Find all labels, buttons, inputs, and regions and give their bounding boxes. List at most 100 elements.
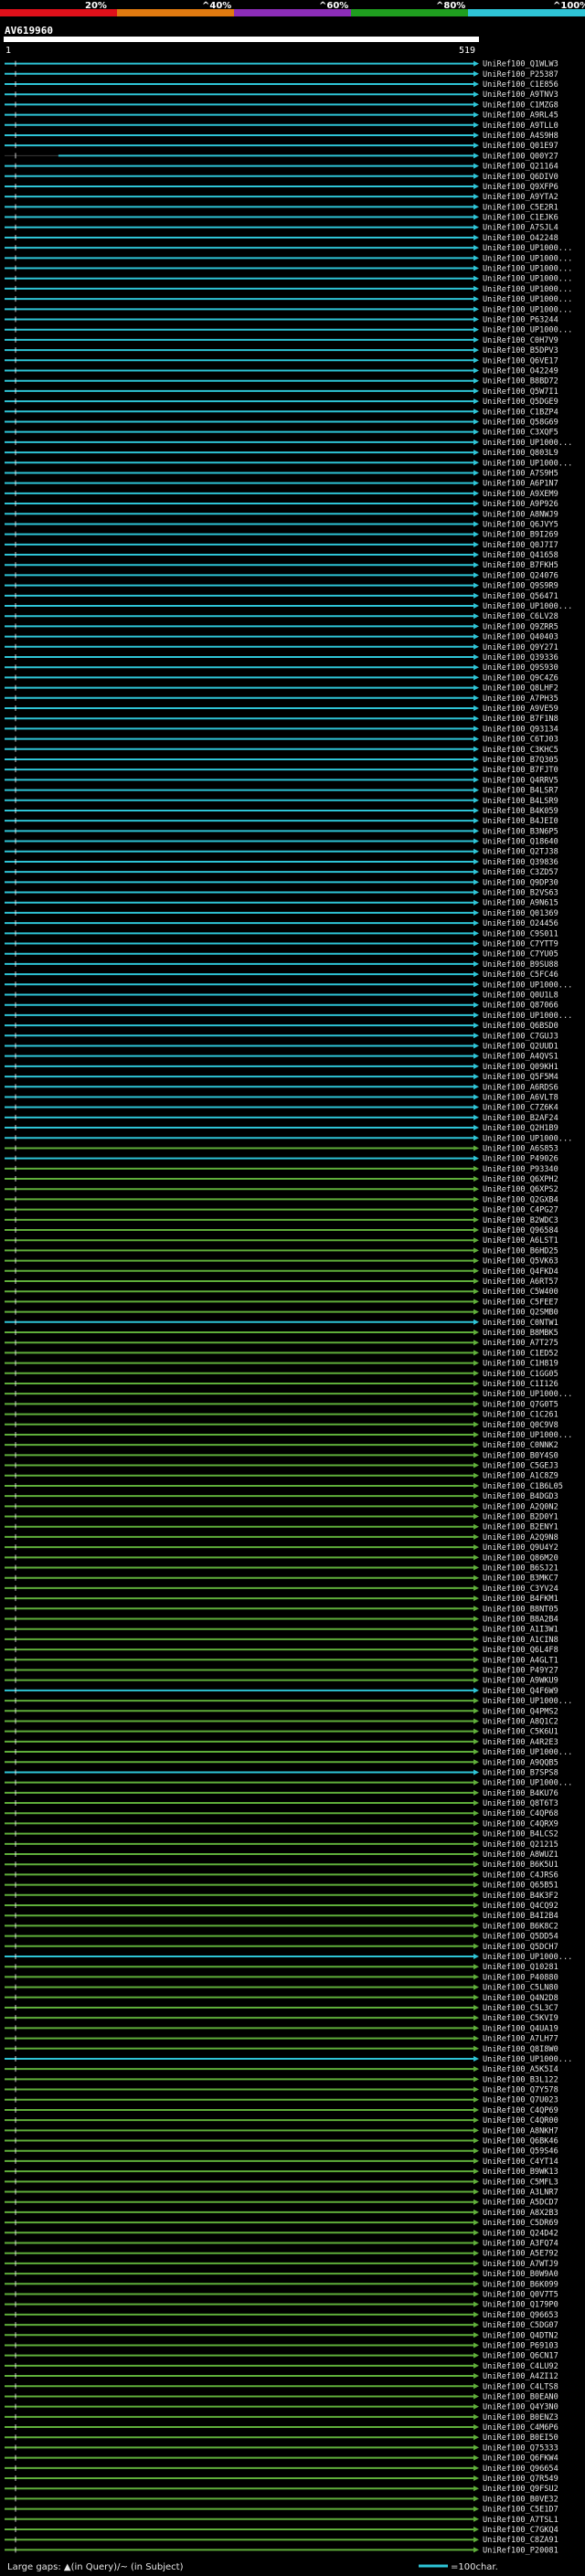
hit-label[interactable]: UniRef100_C1E856 [483,80,558,90]
hit-label[interactable]: UniRef100_B2AF24 [483,1114,558,1123]
hit-label[interactable]: UniRef100_B4LCS2 [483,1830,558,1839]
hit-label[interactable]: UniRef100_Q179P0 [483,2301,558,2310]
hit-label[interactable]: UniRef100_C5MFL3 [483,2178,558,2187]
hit-label[interactable]: UniRef100_B0ENZ3 [483,2413,558,2422]
hit-label[interactable]: UniRef100_A9N615 [483,899,558,908]
hit-label[interactable]: UniRef100_C9S011 [483,929,558,938]
hit-label[interactable]: UniRef100_B7FKH5 [483,561,558,570]
hit-label[interactable]: UniRef100_B0VE32 [483,2495,558,2504]
hit-label[interactable]: UniRef100_UP1000... [483,1779,572,1788]
hit-label[interactable]: UniRef100_C1I126 [483,1380,558,1389]
hit-label[interactable]: UniRef100_A8WUZ1 [483,1850,558,1860]
hit-label[interactable]: UniRef100_B2VS63 [483,889,558,898]
hit-label[interactable]: UniRef100_Q24D42 [483,2229,558,2238]
hit-label[interactable]: UniRef100_UP1000... [483,1697,572,1706]
hit-label[interactable]: UniRef100_A9P926 [483,500,558,509]
hit-label[interactable]: UniRef100_Q0C9V8 [483,1421,558,1430]
hit-label[interactable]: UniRef100_Q10281 [483,1963,558,1972]
hit-label[interactable]: UniRef100_O42248 [483,234,558,243]
hit-label[interactable]: UniRef100_B8BD72 [483,377,558,387]
hit-label[interactable]: UniRef100_C7Z6K4 [483,1104,558,1113]
hit-label[interactable]: UniRef100_A7LH77 [483,2035,558,2044]
hit-label[interactable]: UniRef100_A9QQB5 [483,1758,558,1767]
hit-label[interactable]: UniRef100_A7WTJ9 [483,2260,558,2269]
hit-label[interactable]: UniRef100_A9TNV3 [483,90,558,100]
hit-label[interactable]: UniRef100_Q8T6T3 [483,1799,558,1808]
hit-label[interactable]: UniRef100_C7GUJ3 [483,1032,558,1041]
hit-label[interactable]: UniRef100_B2D0Y1 [483,1513,558,1522]
hit-label[interactable]: UniRef100_Q56471 [483,592,558,601]
hit-label[interactable]: UniRef100_O42249 [483,367,558,376]
hit-label[interactable]: UniRef100_UP1000... [483,1134,572,1143]
hit-label[interactable]: UniRef100_B3N6P5 [483,827,558,836]
hit-label[interactable]: UniRef100_B0Y4S0 [483,1451,558,1460]
hit-label[interactable]: UniRef100_P40880 [483,1973,558,1982]
hit-label[interactable]: UniRef100_Q09KH1 [483,1063,558,1072]
hit-label[interactable]: UniRef100_Q65B51 [483,1882,558,1891]
hit-label[interactable]: UniRef100_B7Q305 [483,756,558,765]
hit-label[interactable]: UniRef100_UP1000... [483,305,572,314]
hit-label[interactable]: UniRef100_P93340 [483,1165,558,1174]
hit-label[interactable]: UniRef100_UP1000... [483,459,572,468]
hit-label[interactable]: UniRef100_A6VLT8 [483,1093,558,1102]
hit-label[interactable]: UniRef100_C5W400 [483,1288,558,1297]
hit-label[interactable]: UniRef100_Q6L4F8 [483,1646,558,1655]
hit-label[interactable]: UniRef100_Q0U1L8 [483,991,558,1001]
hit-label[interactable]: UniRef100_UP1000... [483,439,572,448]
hit-label[interactable]: UniRef100_A4GLT1 [483,1656,558,1665]
hit-label[interactable]: UniRef100_UP1000... [483,244,572,253]
hit-label[interactable]: UniRef100_B7F1N8 [483,715,558,724]
hit-label[interactable]: UniRef100_Q4UA19 [483,2024,558,2033]
hit-label[interactable]: UniRef100_Q6XPH2 [483,1175,558,1184]
hit-label[interactable]: UniRef100_C1B6L05 [483,1482,563,1491]
hit-label[interactable]: UniRef100_A6RDS6 [483,1083,558,1092]
hit-label[interactable]: UniRef100_P49Y27 [483,1666,558,1675]
hit-label[interactable]: UniRef100_Q5DGE9 [483,398,558,407]
hit-label[interactable]: UniRef100_C1GG05 [483,1370,558,1379]
hit-label[interactable]: UniRef100_Q6XPS2 [483,1185,558,1194]
hit-label[interactable]: UniRef100_A7S9H5 [483,469,558,478]
hit-label[interactable]: UniRef100_Q2TJ38 [483,848,558,857]
hit-label[interactable]: UniRef100_A2Q0N2 [483,1502,558,1511]
hit-label[interactable]: UniRef100_B9I269 [483,531,558,540]
hit-label[interactable]: UniRef100_Q0V7T5 [483,2290,558,2299]
hit-label[interactable]: UniRef100_C0NNK2 [483,1441,558,1450]
hit-label[interactable]: UniRef100_C3ZD57 [483,868,558,877]
hit-label[interactable]: UniRef100_A6P1N7 [483,480,558,489]
hit-label[interactable]: UniRef100_P63244 [483,316,558,325]
hit-label[interactable]: UniRef100_B2ENY1 [483,1523,558,1532]
hit-label[interactable]: UniRef100_Q18640 [483,838,558,847]
hit-label[interactable]: UniRef100_Q86M20 [483,1553,558,1563]
hit-label[interactable]: UniRef100_Q21215 [483,1840,558,1850]
hit-label[interactable]: UniRef100_B6HD25 [483,1246,558,1256]
hit-label[interactable]: UniRef100_B7FJT0 [483,766,558,775]
hit-label[interactable]: UniRef100_Q01369 [483,909,558,918]
hit-label[interactable]: UniRef100_C4QRX9 [483,1819,558,1829]
hit-label[interactable]: UniRef100_A4QVS1 [483,1053,558,1062]
hit-label[interactable]: UniRef100_UP1000... [483,1012,572,1021]
hit-label[interactable]: UniRef100_C5E1D7 [483,2506,558,2515]
hit-label[interactable]: UniRef100_C0NTW1 [483,1319,558,1328]
hit-label[interactable]: UniRef100_Q5DCH7 [483,1943,558,1952]
hit-label[interactable]: UniRef100_Q7R549 [483,2475,558,2484]
hit-label[interactable]: UniRef100_C3KHC5 [483,746,558,755]
hit-label[interactable]: UniRef100_UP1000... [483,1748,572,1757]
hit-label[interactable]: UniRef100_C6TJ03 [483,736,558,745]
hit-label[interactable]: UniRef100_Q6VE17 [483,356,558,366]
hit-label[interactable]: UniRef100_B0EI50 [483,2433,558,2443]
hit-label[interactable]: UniRef100_A8NWJ9 [483,510,558,519]
hit-label[interactable]: UniRef100_Q9S9R9 [483,582,558,591]
hit-label[interactable]: UniRef100_C4LU92 [483,2362,558,2371]
hit-label[interactable]: UniRef100_UP1000... [483,981,572,990]
hit-label[interactable]: UniRef100_Q96654 [483,2465,558,2474]
hit-label[interactable]: UniRef100_B9WK13 [483,2168,558,2177]
hit-label[interactable]: UniRef100_C4QP69 [483,2106,558,2115]
hit-label[interactable]: UniRef100_Q39836 [483,858,558,867]
hit-label[interactable]: UniRef100_A3FQ74 [483,2240,558,2249]
hit-label[interactable]: UniRef100_Q0J7I7 [483,541,558,550]
hit-label[interactable]: UniRef100_Q39336 [483,653,558,663]
hit-label[interactable]: UniRef100_Q4CQ92 [483,1902,558,1911]
hit-label[interactable]: UniRef100_UP1000... [483,295,572,304]
hit-label[interactable]: UniRef100_Q6JVY5 [483,520,558,529]
hit-label[interactable]: UniRef100_A8NKH7 [483,2126,558,2136]
